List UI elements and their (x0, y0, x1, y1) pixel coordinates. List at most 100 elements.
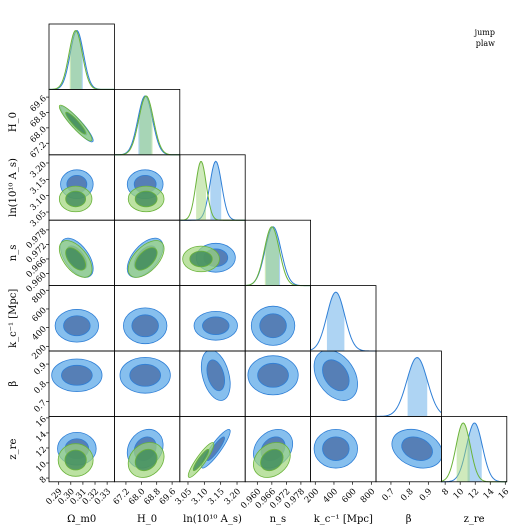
panel-kc_inv-vs-H0 (114, 285, 181, 352)
marginal-zre (440, 415, 508, 483)
panel-frame (375, 350, 442, 417)
panel-H0-vs-omega_m0 (48, 89, 115, 156)
panel-kc_inv-vs-omega_m0 (48, 285, 115, 352)
panel-frame (179, 154, 246, 221)
y-tick-kc_inv: 400 (30, 324, 49, 343)
band-plaw (196, 161, 206, 221)
x-tick-lnAs: 3.05 (174, 487, 194, 507)
panel-frame (114, 89, 181, 156)
panel-frame (440, 415, 508, 483)
y-label-beta: β (8, 381, 19, 387)
contour-jump-68 (131, 314, 159, 338)
x-tick-zre: 14 (482, 487, 497, 502)
x-tick-kc_inv: 600 (340, 487, 359, 506)
x-tick-kc_inv: 800 (359, 487, 378, 506)
panel-beta-vs-ns (244, 350, 311, 417)
panel-frame (244, 219, 311, 286)
contour-jump-68 (129, 363, 161, 387)
panel-frame (48, 23, 115, 90)
y-tick-beta: 0.8 (32, 380, 49, 397)
panel-frame (310, 285, 377, 352)
panel-kc_inv-vs-ns (244, 285, 311, 352)
y-tick-zre: 14 (34, 430, 49, 445)
contour-jump-68 (322, 359, 350, 392)
marginal-H0 (114, 89, 181, 156)
contour-plaw-68 (192, 448, 210, 472)
curve-jump (441, 422, 507, 483)
y-tick-zre: 10 (34, 460, 49, 475)
marginal-omega_m0 (48, 23, 115, 90)
panel-zre-vs-kc_inv (310, 415, 377, 483)
contour-plaw-68 (65, 190, 87, 208)
x-tick-zre: 8 (440, 487, 451, 498)
contour-plaw-68 (65, 247, 87, 271)
band-jump (467, 423, 482, 482)
marginal-ns (244, 219, 311, 287)
legend-entry-jump: jump (474, 28, 495, 37)
y-label-lnAs: ln(10¹⁰ A_s) (8, 158, 19, 217)
panel-zre-vs-ns (244, 415, 311, 483)
y-tick-beta: 0.7 (32, 398, 49, 415)
x-tick-zre: 12 (467, 487, 482, 502)
panel-beta-vs-kc_inv (310, 350, 377, 417)
band-jump (326, 292, 345, 351)
band-plaw (139, 95, 153, 155)
panel-ns-vs-omega_m0 (48, 219, 115, 286)
band-plaw (69, 30, 82, 90)
panel-kc_inv-vs-lnAs (179, 285, 246, 352)
x-label-omega_m0: Ω_m0 (67, 514, 96, 525)
y-tick-beta: 0.9 (32, 361, 49, 378)
legend-entry-plaw: plaw (476, 39, 495, 48)
contour-jump-68 (322, 436, 350, 461)
y-tick-kc_inv: 200 (30, 343, 49, 362)
contour-plaw-68 (64, 449, 87, 471)
contour-plaw-68 (189, 250, 213, 268)
y-label-ns: n_s (8, 245, 19, 262)
marginal-kc_inv (310, 285, 377, 352)
x-tick-beta: 0.8 (399, 487, 416, 504)
contour-jump-68 (206, 359, 225, 392)
y-tick-lnAs: 3.10 (28, 192, 48, 212)
contour-jump-68 (401, 436, 433, 461)
panel-beta-vs-lnAs (179, 350, 246, 417)
curve-jump (375, 357, 442, 417)
contour-plaw-68 (134, 247, 158, 271)
contour-jump-68 (61, 364, 93, 386)
y-label-H0: H_0 (8, 112, 19, 132)
x-tick-beta: 0.7 (380, 487, 397, 504)
y-label-zre: z_re (8, 439, 19, 460)
x-tick-H0: 69.6 (158, 487, 178, 507)
marginal-beta (375, 350, 442, 417)
x-tick-kc_inv: 200 (303, 487, 322, 506)
y-tick-H0: 67.2 (28, 140, 48, 160)
y-tick-lnAs: 3.15 (28, 176, 48, 196)
contour-jump-68 (202, 316, 230, 336)
panel-beta-vs-H0 (114, 350, 181, 417)
legend: jump plaw (474, 28, 495, 48)
panel-zre-vs-lnAs (179, 415, 246, 483)
x-tick-zre: 16 (497, 487, 512, 502)
x-label-lnAs: ln(10¹⁰ A_s) (183, 514, 242, 525)
x-tick-zre: 10 (452, 487, 467, 502)
panel-ns-vs-lnAs (179, 219, 246, 286)
contour-plaw-68 (134, 190, 158, 208)
panel-beta-vs-omega_m0 (48, 350, 115, 417)
band-jump (210, 161, 222, 221)
x-label-beta: β (406, 514, 412, 525)
y-tick-lnAs: 3.20 (28, 160, 48, 180)
panels-layer: 0.290.300.310.320.33Ω_m067.268.068.869.6… (8, 23, 512, 525)
panel-zre-vs-omega_m0 (48, 415, 115, 483)
y-tick-zre: 8 (38, 475, 49, 486)
x-label-ns: n_s (270, 514, 287, 525)
band-plaw (456, 422, 470, 482)
panel-lnAs-vs-H0 (114, 154, 181, 221)
panel-zre-vs-beta (375, 415, 442, 483)
y-tick-zre: 16 (34, 415, 49, 430)
curve-plaw (114, 95, 180, 156)
contour-jump-68 (63, 315, 91, 337)
x-label-zre: z_re (464, 514, 485, 525)
contour-jump-68 (259, 313, 287, 339)
y-label-kc_inv: k_c⁻¹ [Mpc] (8, 289, 19, 348)
contour-plaw-68 (65, 111, 87, 135)
